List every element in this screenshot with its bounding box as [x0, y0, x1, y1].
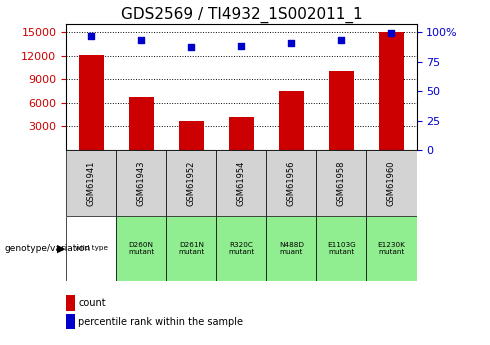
FancyBboxPatch shape — [367, 216, 416, 281]
Bar — [79, 55, 104, 150]
FancyBboxPatch shape — [267, 216, 317, 281]
Text: GSM61960: GSM61960 — [387, 160, 396, 206]
Text: D261N
mutant: D261N mutant — [178, 242, 204, 255]
Point — [137, 38, 145, 43]
FancyBboxPatch shape — [267, 150, 317, 216]
FancyBboxPatch shape — [166, 216, 216, 281]
FancyBboxPatch shape — [317, 216, 367, 281]
FancyBboxPatch shape — [116, 150, 166, 216]
Text: N488D
muant: N488D muant — [279, 242, 304, 255]
Text: ▶: ▶ — [57, 244, 66, 253]
Text: wild type: wild type — [74, 245, 108, 252]
Text: genotype/variation: genotype/variation — [5, 244, 91, 253]
Text: percentile rank within the sample: percentile rank within the sample — [78, 317, 244, 326]
Point — [237, 43, 245, 49]
Bar — [329, 71, 354, 150]
Text: GSM61956: GSM61956 — [287, 160, 296, 206]
Text: GSM61958: GSM61958 — [337, 160, 346, 206]
Text: GSM61954: GSM61954 — [237, 160, 246, 206]
Point — [187, 45, 195, 50]
Text: R320C
mutant: R320C mutant — [228, 242, 254, 255]
Text: E1103G
mutant: E1103G mutant — [327, 242, 356, 255]
Point — [388, 30, 395, 36]
Text: GSM61941: GSM61941 — [87, 160, 96, 206]
Text: E1230K
mutant: E1230K mutant — [377, 242, 405, 255]
FancyBboxPatch shape — [317, 150, 367, 216]
Title: GDS2569 / TI4932_1S002011_1: GDS2569 / TI4932_1S002011_1 — [121, 7, 362, 23]
FancyBboxPatch shape — [216, 150, 267, 216]
Point — [338, 38, 345, 43]
FancyBboxPatch shape — [116, 216, 166, 281]
Text: D260N
mutant: D260N mutant — [128, 242, 154, 255]
Bar — [379, 32, 404, 150]
FancyBboxPatch shape — [367, 150, 416, 216]
Bar — [129, 97, 154, 150]
FancyBboxPatch shape — [66, 150, 116, 216]
Point — [87, 33, 95, 38]
Bar — [229, 117, 254, 150]
Text: GSM61952: GSM61952 — [187, 160, 196, 206]
FancyBboxPatch shape — [216, 216, 267, 281]
Text: GSM61943: GSM61943 — [137, 160, 146, 206]
Bar — [179, 120, 204, 150]
FancyBboxPatch shape — [166, 150, 216, 216]
FancyBboxPatch shape — [66, 216, 116, 281]
Point — [288, 40, 295, 46]
Bar — [279, 91, 304, 150]
Text: count: count — [78, 298, 106, 308]
